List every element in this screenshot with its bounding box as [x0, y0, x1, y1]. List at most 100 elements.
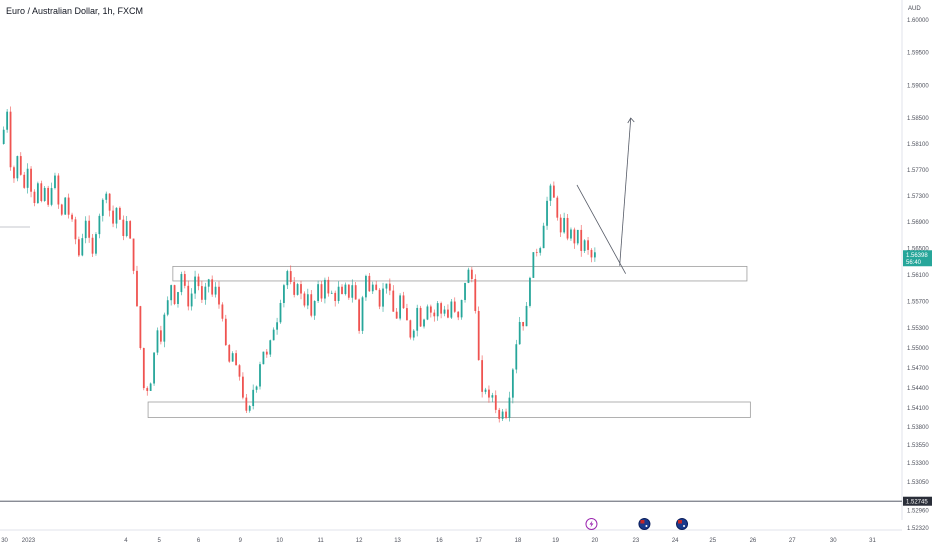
time-tick-label: 17 — [475, 538, 482, 544]
candle-body — [529, 277, 531, 306]
candle-body — [481, 360, 484, 392]
time-tick-label: 5 — [158, 538, 162, 544]
time-tick-label: 30 — [830, 538, 837, 544]
candle-body — [303, 293, 306, 306]
candle-body — [535, 252, 538, 253]
candle-body — [170, 285, 173, 301]
flag-star — [645, 525, 648, 527]
price-tick-label: 1.56100 — [907, 273, 929, 279]
price-axis[interactable]: 1.60000 1.59500 1.59000 1.58500 1.58100 1.577… — [907, 18, 929, 532]
candle-body — [368, 275, 371, 292]
candle-body — [139, 306, 142, 349]
candle-body — [580, 229, 583, 251]
candle-body — [242, 376, 244, 398]
candle-body — [84, 220, 87, 239]
candle-body — [50, 188, 53, 205]
candle-body — [494, 395, 497, 410]
time-tick-label: 4 — [124, 538, 128, 544]
candle-body — [30, 168, 32, 192]
candle-body — [115, 207, 118, 224]
candle-body — [310, 294, 313, 316]
candle-body — [204, 286, 207, 300]
candle-body — [2, 129, 5, 144]
candle-body — [101, 199, 104, 216]
candle-body — [358, 299, 360, 331]
flag-canton — [640, 520, 645, 524]
candle-body — [354, 285, 357, 300]
price-tick-label: 1.54100 — [907, 406, 929, 412]
candle-body — [248, 406, 251, 411]
candle-body — [573, 229, 576, 244]
time-tick-label: 13 — [394, 538, 401, 544]
candle-body — [549, 185, 552, 201]
candle-body — [347, 284, 350, 298]
price-tick-label: 1.54400 — [907, 386, 929, 392]
candle-body — [525, 305, 528, 327]
candle-body — [522, 321, 525, 327]
candle-body — [361, 297, 364, 331]
candle-body — [88, 220, 91, 238]
candle-body — [283, 285, 285, 303]
baseline-price-tag — [903, 496, 932, 506]
candle-body — [146, 388, 149, 391]
time-tick-label: 27 — [789, 538, 796, 544]
candle-body — [108, 193, 111, 211]
candle-body — [518, 321, 521, 345]
candle-body — [183, 274, 186, 286]
candle-body — [238, 365, 241, 377]
price-tick-label: 1.57300 — [907, 194, 929, 200]
candle-body — [60, 204, 63, 215]
candle-body — [36, 183, 39, 204]
candle-body — [77, 239, 80, 256]
candle-body — [515, 344, 518, 370]
time-tick-label: 30 — [1, 538, 8, 544]
candle-body — [23, 174, 26, 188]
candle-body — [252, 389, 255, 407]
candles-layer — [2, 106, 596, 423]
candle-body — [269, 340, 272, 355]
price-tick-label: 1.54700 — [907, 366, 929, 372]
candle-body — [221, 304, 224, 319]
candle-body — [429, 306, 432, 313]
candle-body — [498, 409, 501, 419]
candle-body — [9, 111, 12, 168]
candle-body — [166, 300, 169, 315]
candle-body — [74, 219, 77, 240]
candle-body — [262, 351, 265, 365]
candle-body — [467, 269, 470, 283]
candle-body — [313, 300, 316, 316]
time-tick-label: 20 — [592, 538, 599, 544]
time-tick-label: 11 — [318, 538, 325, 544]
candle-body — [409, 320, 412, 338]
candle-body — [272, 329, 275, 341]
candle-body — [16, 156, 19, 179]
candle-body — [47, 187, 50, 205]
candle-body — [542, 225, 545, 249]
candle-body — [337, 286, 340, 301]
candle-body — [406, 308, 408, 321]
price-tick-label: 1.53550 — [907, 443, 929, 449]
candle-body — [71, 214, 73, 220]
candle-body — [98, 215, 101, 235]
candle-body — [173, 285, 176, 304]
candle-body — [81, 238, 84, 256]
candle-body — [54, 175, 56, 189]
candle-body — [375, 284, 378, 290]
candle-body — [6, 111, 9, 130]
candle-body — [590, 249, 593, 258]
time-axis[interactable]: 30 2023 4 5 6 9 10 11 12 13 16 17 18 19 20 23 24 25 26 27 30… — [1, 538, 876, 544]
candle-body — [539, 248, 542, 253]
candle-body — [470, 269, 473, 279]
candle-body — [207, 279, 210, 287]
candle-body — [559, 217, 562, 233]
baseline-price-label: 1.52745 — [906, 499, 928, 505]
candle-body — [392, 290, 395, 312]
candle-body — [33, 191, 36, 204]
price-tick-label: 1.55700 — [907, 300, 929, 306]
candle-body — [286, 271, 289, 286]
candle-body — [293, 281, 296, 295]
time-tick-label: 25 — [709, 538, 716, 544]
candle-body — [296, 284, 299, 295]
candle-body — [224, 318, 227, 346]
